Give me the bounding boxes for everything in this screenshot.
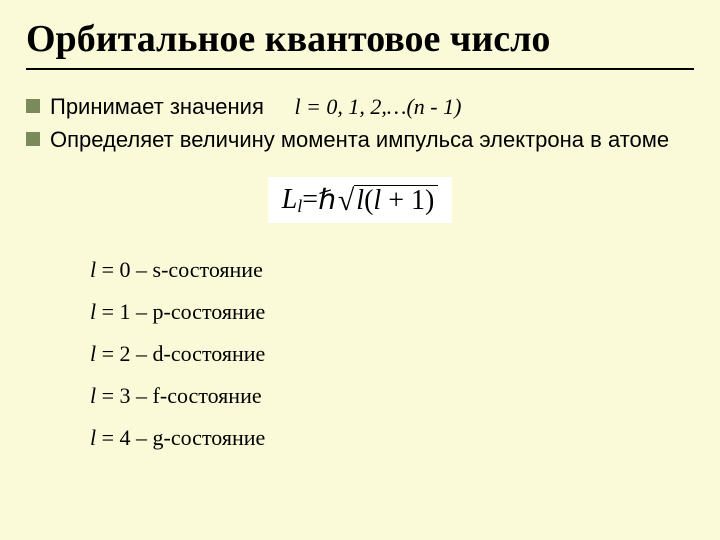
sqrt-icon: √ l(l + 1)	[338, 185, 438, 215]
state-l: l	[90, 425, 96, 450]
state-name: p-состояние	[153, 299, 266, 324]
state-name: f-состояние	[153, 383, 262, 408]
state-name: g-состояние	[153, 425, 266, 450]
radicand: l(l + 1)	[354, 185, 438, 215]
bullet-marker-icon	[26, 99, 40, 113]
formula: Ll = ℏ √ l(l + 1)	[268, 177, 453, 223]
formula-lhs-symbol: L	[282, 184, 298, 216]
state-l: l	[90, 299, 96, 324]
radicand-open: (	[364, 185, 373, 216]
state-val: 2	[120, 341, 131, 366]
bullet-item: Определяет величину момента импульса эле…	[26, 125, 694, 155]
radical-sign: √	[338, 186, 354, 216]
state-name: d-состояние	[153, 341, 266, 366]
state-row: l = 2 – d-состояние	[90, 341, 694, 367]
formula-hbar: ℏ	[318, 183, 336, 217]
slide: Орбитальное квантовое число Принимает зн…	[0, 0, 720, 540]
state-val: 3	[120, 383, 131, 408]
state-val: 0	[120, 257, 131, 282]
state-row: l = 3 – f-состояние	[90, 383, 694, 409]
radicand-rest: + 1)	[381, 185, 434, 216]
bullet-prefix: Принимает значения	[50, 94, 264, 119]
state-name: s-состояние	[153, 257, 263, 282]
title-underline	[26, 68, 694, 70]
state-dash: –	[131, 341, 153, 366]
state-l: l	[90, 383, 96, 408]
state-row: l = 0 – s-состояние	[90, 257, 694, 283]
formula-equals: =	[302, 184, 318, 216]
state-l: l	[90, 257, 96, 282]
formula-container: Ll = ℏ √ l(l + 1)	[26, 177, 694, 223]
bullet-marker-icon	[26, 132, 40, 146]
state-dash: –	[131, 425, 153, 450]
slide-title: Орбитальное квантовое число	[26, 18, 694, 62]
bullet-text: Принимает значения l = 0, 1, 2,…(n - 1)	[50, 92, 694, 122]
bullet-text: Определяет величину момента импульса эле…	[50, 125, 694, 155]
state-l: l	[90, 341, 96, 366]
formula-lhs-subscript: l	[297, 196, 302, 217]
radicand-l1: l	[356, 185, 364, 216]
state-val: 1	[120, 299, 131, 324]
state-row: l = 4 – g-состояние	[90, 425, 694, 451]
state-dash: –	[131, 257, 153, 282]
bullet-list: Принимает значения l = 0, 1, 2,…(n - 1) …	[26, 92, 694, 155]
state-row: l = 1 – p-состояние	[90, 299, 694, 325]
state-val: 4	[120, 425, 131, 450]
state-dash: –	[131, 299, 153, 324]
state-dash: –	[131, 383, 153, 408]
states-list: l = 0 – s-состояние l = 1 – p-состояние …	[90, 257, 694, 451]
bullet-range: l = 0, 1, 2,…(n - 1)	[294, 94, 461, 119]
bullet-item: Принимает значения l = 0, 1, 2,…(n - 1)	[26, 92, 694, 122]
